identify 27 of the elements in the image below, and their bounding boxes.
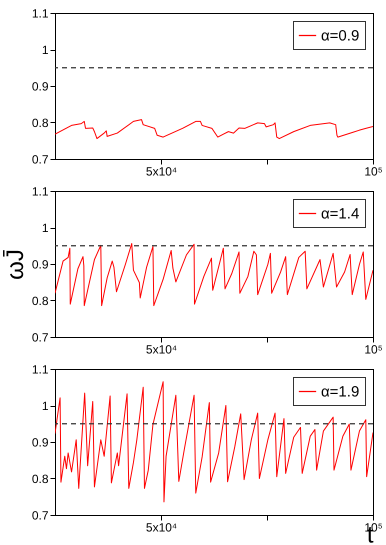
y-tick-label: 0.9 (32, 80, 49, 94)
y-tick-label: 1.1 (32, 6, 49, 20)
y-tick-label: 1.1 (32, 184, 49, 198)
y-tick-label: 0.9 (32, 436, 49, 450)
y-tick-label: 1.1 (32, 362, 49, 376)
y-tick-label: 1 (42, 43, 49, 57)
y-tick-label: 0.8 (32, 472, 49, 486)
y-tick-label: 1 (42, 221, 49, 235)
y-tick-label: 0.7 (32, 152, 49, 166)
y-tick-label: 0.8 (32, 294, 49, 308)
x-tick-label: 10⁵ (364, 342, 383, 356)
x-tick-label: 5x10⁴ (146, 342, 178, 356)
y-tick-label: 1 (42, 399, 49, 413)
legend-label: α=1.4 (321, 206, 360, 222)
line-series (55, 381, 373, 502)
y-axis-title: ωJ̄ (2, 249, 29, 280)
y-tick-label: 0.7 (32, 330, 49, 344)
y-tick-label: 0.8 (32, 116, 49, 130)
line-series (55, 119, 373, 140)
x-tick-label: 5x10⁴ (146, 164, 178, 178)
y-tick-label: 0.9 (32, 258, 49, 272)
legend-label: α=1.9 (321, 384, 360, 400)
x-tick-label: 5x10⁴ (146, 520, 178, 534)
legend-label: α=0.9 (321, 28, 360, 44)
x-tick-label: 10⁵ (364, 164, 383, 178)
y-tick-label: 0.7 (32, 508, 49, 522)
line-series (55, 243, 373, 306)
